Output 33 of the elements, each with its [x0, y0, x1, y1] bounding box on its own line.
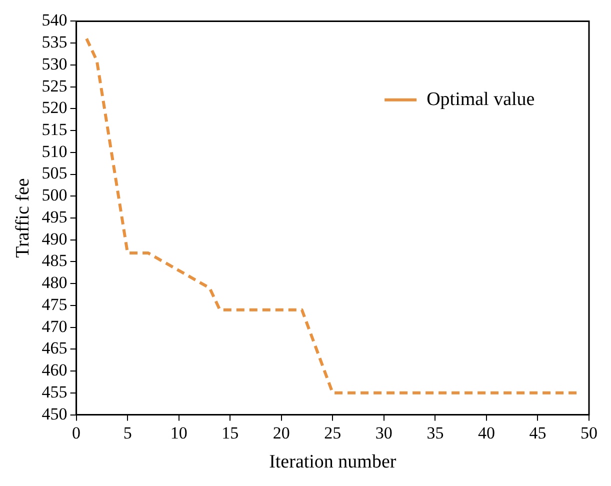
x-tick-label: 30 — [375, 423, 392, 442]
y-axis-title: Traffic fee — [12, 178, 34, 258]
y-tick-label: 525 — [42, 76, 68, 96]
x-tick-label: 50 — [580, 423, 598, 442]
y-tick-label: 535 — [42, 32, 68, 52]
y-tick-label: 460 — [42, 360, 68, 380]
y-tick-label: 515 — [42, 120, 68, 139]
y-tick-label: 480 — [42, 273, 68, 292]
y-tick-label: 495 — [42, 207, 68, 226]
y-tick-label: 465 — [42, 338, 68, 358]
y-tick-label: 520 — [42, 98, 68, 118]
y-tick-label: 505 — [42, 164, 68, 183]
x-tick-label: 15 — [222, 423, 239, 442]
y-tick-label: 490 — [42, 229, 68, 248]
x-axis-title: Iteration number — [269, 452, 397, 473]
y-tick-label: 500 — [42, 186, 68, 205]
y-tick-label: 455 — [42, 382, 68, 402]
legend-label: Optimal value — [426, 88, 535, 110]
y-tick-label: 475 — [42, 294, 68, 314]
y-tick-label: 530 — [42, 54, 68, 74]
x-tick-label: 40 — [478, 423, 495, 442]
x-tick-label: 10 — [170, 423, 188, 442]
x-tick-label: 0 — [72, 423, 81, 442]
x-tick-label: 5 — [123, 423, 132, 442]
y-tick-label: 470 — [42, 316, 68, 336]
y-tick-label: 485 — [42, 251, 68, 270]
y-tick-label: 540 — [42, 10, 68, 30]
x-tick-label: 45 — [529, 423, 546, 442]
y-tick-label: 510 — [42, 142, 68, 161]
x-tick-label: 25 — [324, 423, 342, 442]
x-tick-label: 35 — [426, 423, 444, 442]
x-tick-label: 20 — [272, 423, 290, 442]
y-tick-label: 450 — [42, 404, 68, 424]
